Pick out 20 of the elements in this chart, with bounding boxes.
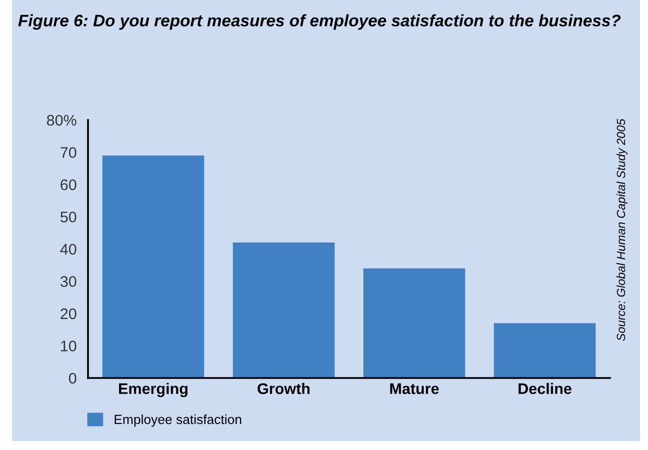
x-tick-label: Growth [258,382,310,394]
y-tick-label: 20 [60,308,76,320]
y-tick-label: 60 [60,179,76,190]
source-note: Source: Global Human Capital Study 2005 [616,118,628,341]
x-tick-label: Emerging [119,382,188,398]
y-tick-label: 80% [46,114,76,126]
chart-title: Figure 6: Do you report measures of employee satisfaction to the business? [18,14,621,30]
x-tick-label: Mature [390,383,439,394]
bar [494,323,596,378]
y-tick-label: 10 [61,340,76,352]
bar [232,242,335,378]
legend-label: Employee satisfaction [114,414,242,427]
y-tick-label: 40 [60,244,76,255]
y-tick-label: 0 [68,372,76,384]
x-tick-label: Decline [518,382,572,394]
y-tick-label: 50 [60,212,76,222]
bar [363,268,466,378]
y-tick-label: 70 [60,147,76,158]
bar [102,155,204,378]
y-tick-label: 30 [60,276,76,287]
